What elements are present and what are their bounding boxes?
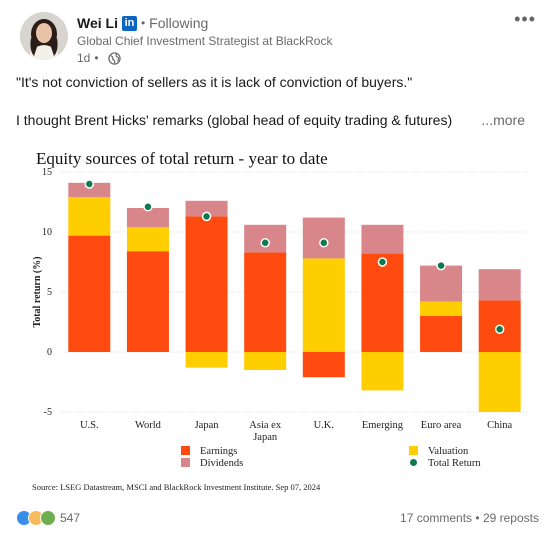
x-tick-label: Asia ex	[249, 420, 282, 431]
bar-earnings-3	[244, 252, 287, 352]
x-tick-label: Japan	[195, 420, 220, 431]
legend-swatch	[409, 446, 418, 455]
x-tick-label: Japan	[253, 432, 278, 443]
total-return-point-7	[494, 324, 505, 334]
bar-earnings-1	[126, 251, 169, 352]
bar-earnings-6	[420, 316, 463, 352]
author-meta: Wei Li in • Following Global Chief Inves…	[77, 13, 332, 66]
total-return-point-4	[319, 238, 329, 248]
x-tick-label: China	[487, 420, 512, 431]
total-return-point-3	[260, 238, 270, 248]
bar-dividends-2	[185, 200, 228, 217]
bar-valuation-0	[68, 197, 111, 236]
bar-valuation-5	[361, 352, 404, 391]
comments-link[interactable]: 17 comments	[400, 511, 473, 525]
post-line: "It's not conviction of sellers as it is…	[16, 74, 413, 90]
legend-label: Dividends	[200, 458, 243, 469]
reactions-summary[interactable]: 547	[16, 510, 80, 526]
follow-status[interactable]: Following	[149, 15, 209, 31]
more-options-icon[interactable]: •••	[514, 9, 536, 29]
legend-label: Valuation	[428, 446, 469, 457]
bar-dividends-5	[361, 224, 404, 254]
y-tick-label: -5	[44, 407, 52, 418]
bar-earnings-5	[361, 253, 404, 352]
see-more-link[interactable]: ...more	[481, 112, 525, 128]
bar-valuation-7	[478, 352, 521, 412]
bar-valuation-1	[126, 227, 169, 252]
bar-valuation-2	[185, 352, 228, 368]
post-image-chart[interactable]: Equity sources of total return - year to…	[14, 142, 541, 498]
y-axis-label: Total return (%)	[32, 256, 43, 327]
chart-source: Source: LSEG Datastream, MSCI and BlackR…	[32, 482, 321, 492]
post-line: I thought Brent Hicks' remarks (global h…	[16, 112, 453, 128]
reposts-link[interactable]: 29 reposts	[482, 511, 539, 525]
total-return-point-1	[143, 202, 153, 212]
celebrate-reaction-icon	[40, 510, 56, 526]
legend-swatch	[181, 446, 190, 455]
author-avatar[interactable]	[20, 12, 68, 60]
x-tick-label: U.S.	[80, 420, 99, 431]
engagement-links: 17 comments • 29 reposts	[400, 511, 539, 525]
bar-valuation-3	[244, 352, 287, 370]
bar-dividends-0	[68, 182, 111, 198]
legend-swatch	[181, 458, 190, 467]
separator-dot: •	[140, 16, 146, 30]
legend-label: Earnings	[200, 446, 237, 457]
author-name[interactable]: Wei Li	[77, 15, 118, 31]
separator-dot: •	[94, 51, 99, 65]
legend-swatch	[410, 459, 417, 466]
separator-dot: •	[475, 511, 480, 525]
y-tick-label: 15	[42, 167, 52, 178]
bar-earnings-0	[68, 235, 111, 352]
author-headline: Global Chief Investment Strategist at Bl…	[77, 34, 333, 48]
x-tick-label: World	[135, 420, 162, 431]
total-return-point-5	[377, 257, 388, 267]
social-counts: 547 17 comments • 29 reposts	[16, 508, 539, 528]
equity-returns-chart: Equity sources of total return - year to…	[32, 149, 529, 492]
y-tick-label: 5	[47, 287, 52, 298]
total-return-point-2	[201, 211, 212, 222]
bar-earnings-4	[302, 352, 345, 378]
chart-title: Equity sources of total return - year to…	[36, 149, 328, 168]
post-header: Wei Li in • Following Global Chief Inves…	[20, 9, 540, 66]
reaction-count: 547	[60, 511, 81, 525]
post-time: 1d	[77, 51, 91, 65]
legend-label: Total Return	[428, 458, 481, 469]
globe-icon	[107, 51, 121, 65]
total-return-point-6	[436, 260, 446, 271]
post-body: "It's not conviction of sellers as it is…	[16, 72, 536, 130]
x-tick-label: U.K.	[314, 420, 334, 431]
bar-dividends-1	[126, 208, 169, 228]
bar-earnings-2	[185, 216, 228, 352]
y-tick-label: 10	[42, 227, 52, 238]
bar-dividends-7	[478, 269, 521, 301]
linkedin-premium-icon: in	[121, 15, 137, 31]
bar-dividends-6	[420, 265, 463, 302]
bar-dividends-4	[302, 217, 345, 259]
x-tick-label: Emerging	[362, 420, 404, 431]
x-tick-label: Euro area	[421, 420, 462, 431]
bar-valuation-4	[302, 258, 345, 352]
total-return-point-0	[84, 179, 95, 189]
y-tick-label: 0	[47, 347, 52, 358]
bar-valuation-6	[420, 301, 463, 316]
